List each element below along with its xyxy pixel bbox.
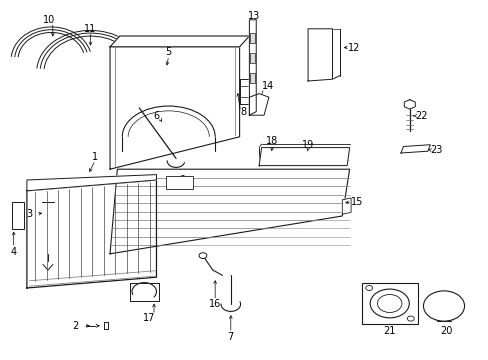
Text: 3: 3 xyxy=(26,209,32,219)
Circle shape xyxy=(369,289,408,318)
Bar xyxy=(250,73,254,83)
Text: 7: 7 xyxy=(227,332,233,342)
Text: 11: 11 xyxy=(84,24,97,34)
Polygon shape xyxy=(400,145,429,153)
Text: 8: 8 xyxy=(240,107,246,117)
Polygon shape xyxy=(27,180,156,288)
Text: 12: 12 xyxy=(347,42,360,53)
Text: 23: 23 xyxy=(429,145,442,155)
Text: 22: 22 xyxy=(414,111,427,121)
Polygon shape xyxy=(249,94,268,115)
Text: 6: 6 xyxy=(153,111,159,121)
Text: 21: 21 xyxy=(383,326,395,336)
Bar xyxy=(12,202,24,229)
Text: 14: 14 xyxy=(261,81,274,91)
Text: 2: 2 xyxy=(73,321,79,331)
Text: 10: 10 xyxy=(42,15,55,25)
Text: 1: 1 xyxy=(92,152,98,162)
Text: 15: 15 xyxy=(350,197,363,207)
Polygon shape xyxy=(259,148,349,166)
Polygon shape xyxy=(342,198,350,214)
Polygon shape xyxy=(307,29,332,81)
Bar xyxy=(250,33,254,43)
Text: 16: 16 xyxy=(208,299,221,309)
Text: 19: 19 xyxy=(301,140,314,150)
Circle shape xyxy=(377,294,401,312)
Polygon shape xyxy=(404,100,414,109)
Bar xyxy=(361,283,417,324)
Circle shape xyxy=(423,291,464,321)
Text: 9: 9 xyxy=(179,175,185,185)
Text: 4: 4 xyxy=(11,247,17,257)
Text: 18: 18 xyxy=(265,136,278,146)
Bar xyxy=(250,53,254,63)
Polygon shape xyxy=(249,20,256,115)
Polygon shape xyxy=(110,169,349,254)
Polygon shape xyxy=(110,47,239,169)
Polygon shape xyxy=(27,175,156,191)
Text: 5: 5 xyxy=(165,47,171,57)
Text: 20: 20 xyxy=(439,326,451,336)
Bar xyxy=(166,176,193,189)
Circle shape xyxy=(199,253,206,258)
Circle shape xyxy=(407,316,413,321)
Circle shape xyxy=(365,285,372,291)
Polygon shape xyxy=(110,36,249,47)
Text: 17: 17 xyxy=(142,312,155,323)
Text: 13: 13 xyxy=(247,11,260,21)
